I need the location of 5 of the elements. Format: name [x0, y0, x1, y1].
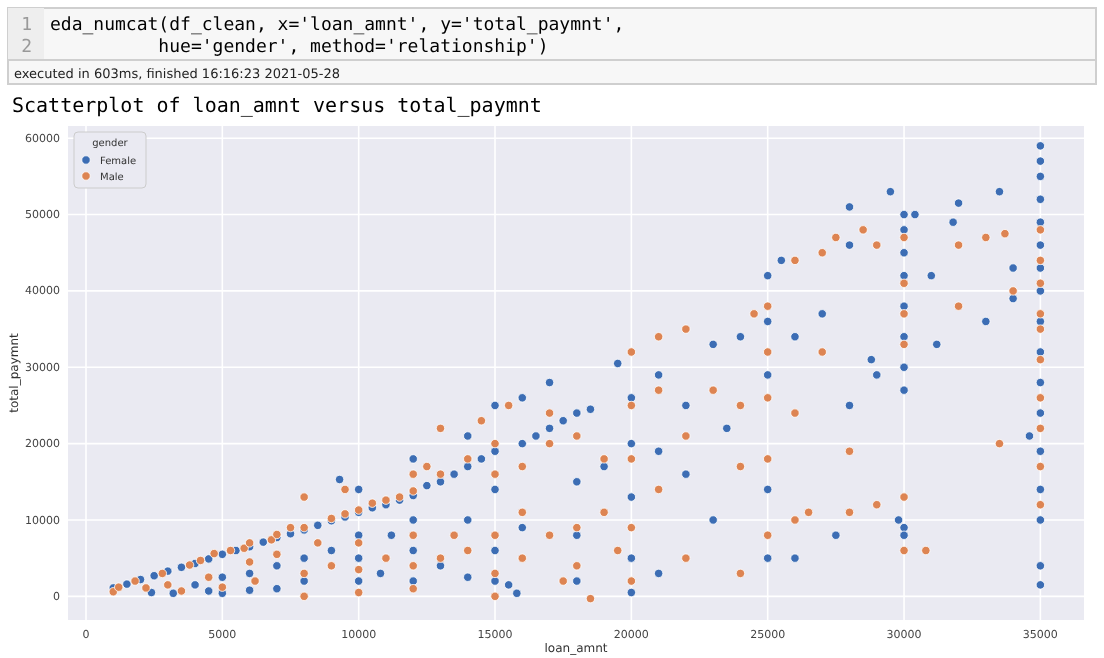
text: hue='gender', method='relationship'): [50, 38, 549, 58]
text: 2: [21, 38, 32, 58]
chart-title: Scatterplot of loan_amnt versus total_paymnt: [12, 96, 542, 118]
text: eda_numcat(df_clean, x='loan_amnt', y='total_paymnt',: [50, 16, 625, 36]
text: 1: [21, 16, 32, 36]
